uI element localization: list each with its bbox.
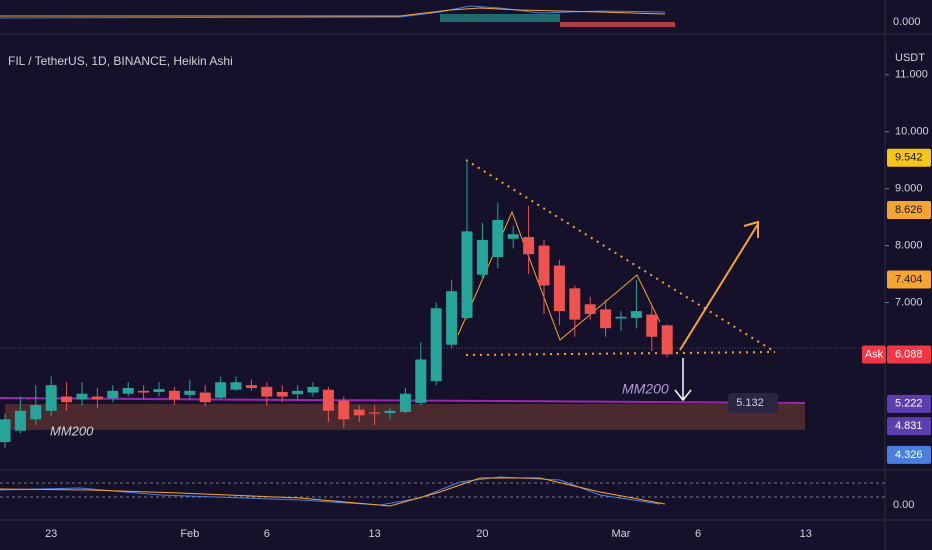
trendline <box>465 351 776 356</box>
price-label: 9.542 <box>895 152 923 164</box>
candle-body <box>276 391 288 397</box>
indicator-histogram <box>440 14 560 22</box>
price-label-box <box>887 200 931 219</box>
candle-body <box>122 387 134 394</box>
y-tick-label: 9.000 <box>895 183 923 195</box>
candle-body <box>245 385 257 388</box>
candle-body <box>492 219 504 257</box>
candle-body <box>353 409 365 416</box>
y-axis-label: USDT <box>895 52 925 64</box>
candle-body <box>476 239 488 275</box>
candle-body <box>153 389 165 392</box>
candle-body <box>384 410 396 414</box>
candle-body <box>630 311 642 318</box>
candle-body <box>292 390 304 395</box>
x-tick-label: Mar <box>612 528 631 540</box>
candle-body <box>138 390 150 393</box>
ask-box <box>862 345 886 364</box>
price-label-box <box>887 445 931 464</box>
candle-body <box>107 390 119 399</box>
candle-body <box>61 396 73 403</box>
candle-body <box>307 386 319 393</box>
bottom-pane-tick: 0.00 <box>893 499 914 511</box>
x-tick-label: 20 <box>476 528 488 540</box>
indicator-line <box>0 7 666 17</box>
y-tick-label: 11.000 <box>895 69 928 81</box>
candle-body <box>538 245 550 286</box>
candle-body <box>338 400 350 420</box>
candle-body <box>584 304 596 314</box>
x-tick-label: 6 <box>695 528 701 540</box>
candle-body <box>553 265 565 312</box>
arrow <box>679 220 759 351</box>
candle-body <box>168 390 180 400</box>
x-tick-label: 6 <box>264 528 270 540</box>
x-tick-label: 13 <box>368 528 380 540</box>
candle-body <box>430 308 442 382</box>
indicator-histogram <box>560 22 675 27</box>
candle-body <box>30 405 42 420</box>
x-tick-label: 23 <box>45 528 57 540</box>
candle-body <box>184 390 196 395</box>
y-tick-label: 7.000 <box>895 296 923 308</box>
top-pane-tick: 0.000 <box>893 16 921 28</box>
candle-body <box>0 419 11 443</box>
x-tick-label: 13 <box>800 528 812 540</box>
chart-title: FIL / TetherUS, 1D, BINANCE, Heikin Ashi <box>8 54 233 68</box>
candle-body <box>199 392 211 403</box>
candle-body <box>322 389 334 411</box>
price-label: 6.088 <box>895 348 923 360</box>
price-label: 7.404 <box>895 273 923 285</box>
indicator-line <box>0 477 666 507</box>
price-label-box <box>887 148 931 167</box>
candle-body <box>45 385 57 411</box>
candle-body <box>91 396 103 400</box>
ma-label: 5.132 <box>736 397 764 409</box>
candle-body <box>76 393 88 400</box>
candle-body <box>461 231 473 318</box>
candle-body <box>523 237 535 255</box>
candle-body <box>369 412 381 414</box>
arrow <box>674 358 692 402</box>
candle-body <box>230 382 242 390</box>
candle-body <box>14 410 26 431</box>
y-tick-label: 10.000 <box>895 126 929 138</box>
ma-label-box <box>728 393 778 413</box>
candle-body <box>261 386 273 397</box>
candle-body <box>569 288 581 320</box>
price-label: 8.626 <box>895 204 923 216</box>
ask-label: Ask <box>865 348 884 360</box>
candle-body <box>661 325 673 355</box>
price-label-box <box>887 417 931 436</box>
price-label-box <box>887 270 931 289</box>
x-tick-label: Feb <box>180 528 199 540</box>
candle-body <box>600 309 612 329</box>
price-label-box <box>887 394 931 413</box>
price-label: 4.831 <box>895 420 923 432</box>
candle-body <box>446 291 458 345</box>
candle-body <box>215 382 227 398</box>
candle-body <box>415 359 427 403</box>
candle-body <box>399 393 411 412</box>
price-label: 5.222 <box>895 398 923 410</box>
y-tick-label: 8.000 <box>895 240 923 252</box>
candle-body <box>615 316 627 319</box>
annotation: MM200 <box>622 381 669 397</box>
candle-body <box>507 234 519 239</box>
annotation: MM200 <box>50 423 94 438</box>
candle-body <box>646 314 658 337</box>
price-label-box <box>887 345 931 364</box>
price-label: 4.326 <box>895 449 923 461</box>
